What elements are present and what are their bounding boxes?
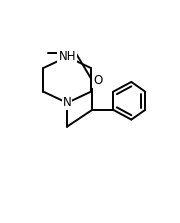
Text: NH: NH [58, 50, 76, 63]
Text: O: O [93, 74, 102, 87]
Text: N: N [63, 96, 71, 109]
